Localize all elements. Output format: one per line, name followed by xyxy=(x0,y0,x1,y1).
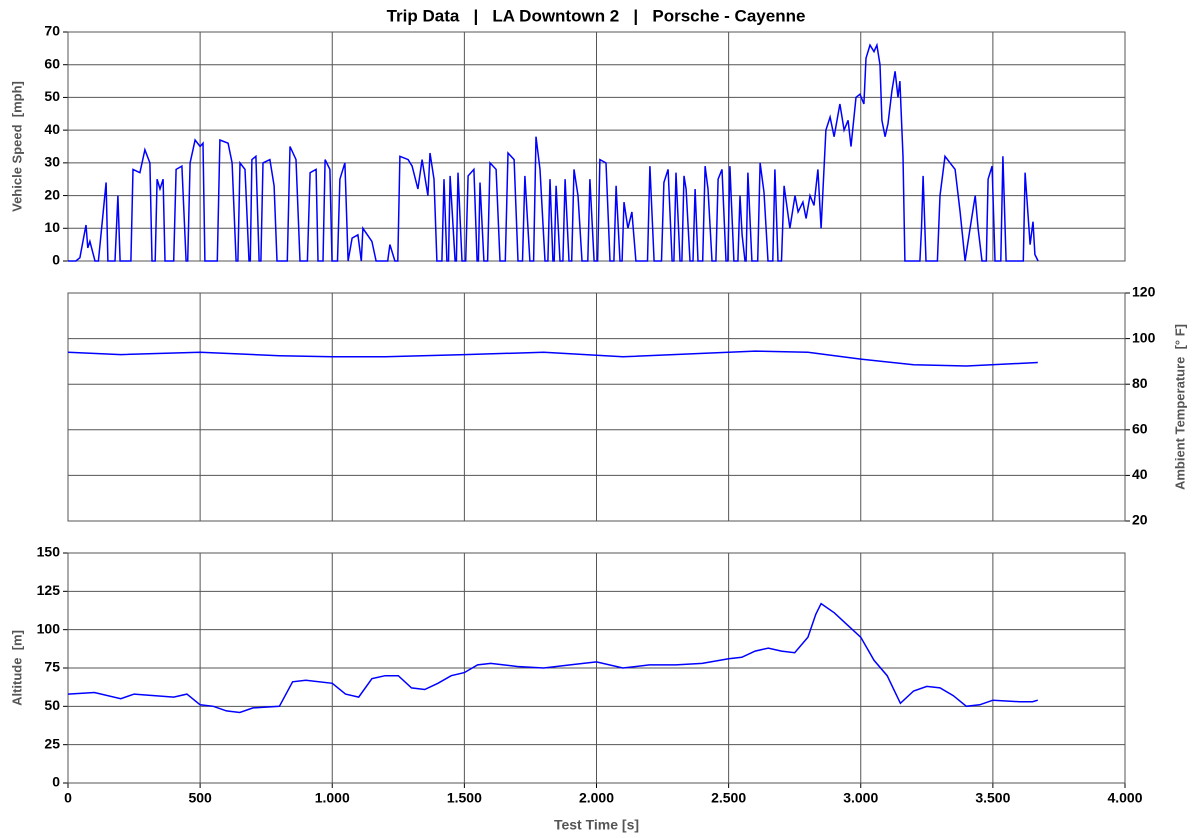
y-tick-label: 60 xyxy=(44,55,60,71)
y-tick-label: 120 xyxy=(1132,284,1156,300)
y-tick-label: 60 xyxy=(1132,421,1148,437)
y-axis-label: Vehicle Speed [mph] xyxy=(9,81,24,212)
y-tick-label: 150 xyxy=(37,544,61,560)
y-tick-label: 0 xyxy=(52,774,60,790)
y-tick-label: 20 xyxy=(1132,512,1148,528)
y-tick-label: 50 xyxy=(44,697,60,713)
y-tick-label: 100 xyxy=(1132,329,1156,345)
y-tick-label: 125 xyxy=(37,582,61,598)
x-tick-label: 1.000 xyxy=(315,790,350,806)
y-tick-label: 80 xyxy=(1132,375,1148,391)
x-tick-label: 2.000 xyxy=(579,790,614,806)
y-tick-label: 70 xyxy=(44,23,60,39)
plot-frame xyxy=(67,552,1126,784)
data-line xyxy=(67,350,1038,367)
y-tick-label: 100 xyxy=(37,620,61,636)
x-tick-label: 500 xyxy=(188,790,212,806)
chart-title: Trip Data | LA Downtown 2 | Porsche - Ca… xyxy=(387,6,806,25)
y-tick-label: 10 xyxy=(44,219,60,235)
plot-frame xyxy=(67,292,1126,522)
y-tick-label: 20 xyxy=(44,186,60,202)
x-tick-label: 2.500 xyxy=(711,790,746,806)
data-line xyxy=(68,42,1039,262)
y-tick-label: 40 xyxy=(44,121,60,137)
y-tick-label: 40 xyxy=(1132,466,1148,482)
x-tick-label: 1.500 xyxy=(447,790,482,806)
y-tick-label: 0 xyxy=(52,252,60,268)
y-tick-label: 30 xyxy=(44,154,60,170)
x-axis-label: Test Time [s] xyxy=(554,817,639,833)
x-tick-label: 3.500 xyxy=(975,790,1010,806)
y-axis-label: Altitude [m] xyxy=(9,630,24,706)
data-line xyxy=(67,602,1039,714)
x-tick-label: 3.000 xyxy=(843,790,878,806)
x-tick-label: 0 xyxy=(64,790,72,806)
y-tick-label: 75 xyxy=(44,659,60,675)
y-tick-label: 50 xyxy=(44,88,60,104)
y-tick-label: 25 xyxy=(44,735,60,751)
y-axis-label: Ambient Temperature [° F] xyxy=(1172,324,1187,490)
x-tick-label: 4.000 xyxy=(1107,790,1142,806)
